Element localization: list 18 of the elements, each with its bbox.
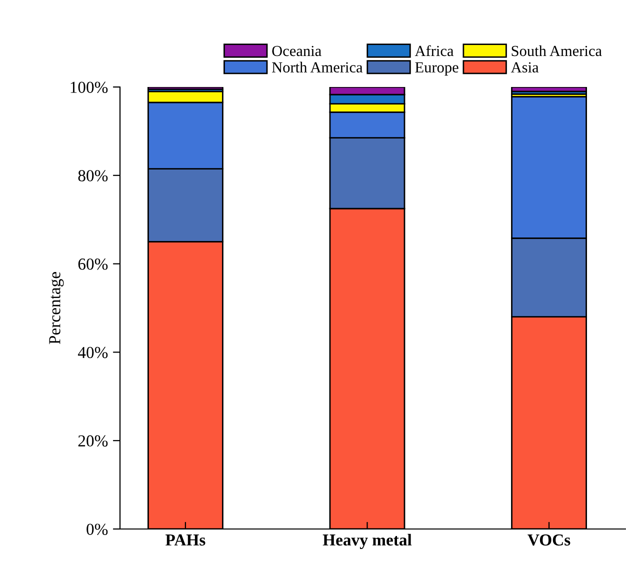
y-tick-label: 0% [86,524,108,535]
bar [147,87,224,90]
y-tick-label: 60% [78,258,108,270]
bar [511,87,587,92]
legend-label: Oceania [272,46,322,56]
y-axis-title: Percentage [49,272,64,344]
y-tick-label: 20% [78,435,108,447]
x-tick-label: VOCs [528,534,570,546]
legend-label: Africa [414,45,454,56]
x-tick-label: PAHs [166,534,206,546]
y-tick-label: 100% [70,82,108,93]
legend-label: South America [512,45,602,56]
y-tick-label: 80% [78,170,108,182]
x-tick-label: Heavy metal [322,534,412,550]
y-tick-label: 40% [78,346,108,358]
legend-label: Europe [415,62,458,76]
legend-label: North America [272,62,363,73]
legend-label: Asia [510,62,539,73]
